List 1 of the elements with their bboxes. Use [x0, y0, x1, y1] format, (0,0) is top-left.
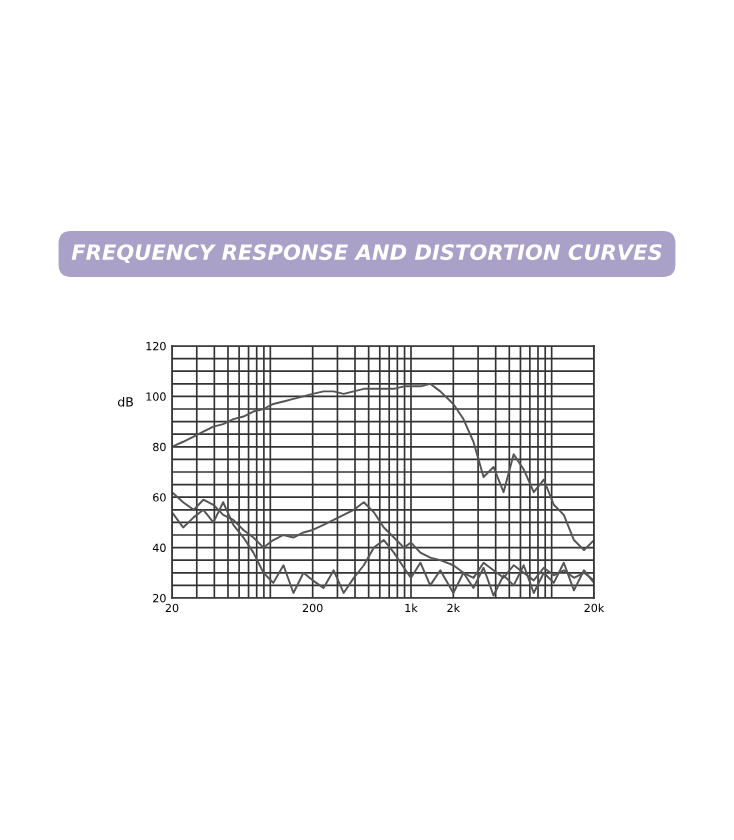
chart-title: FREQUENCY RESPONSE AND DISTORTION CURVES [71, 244, 662, 263]
